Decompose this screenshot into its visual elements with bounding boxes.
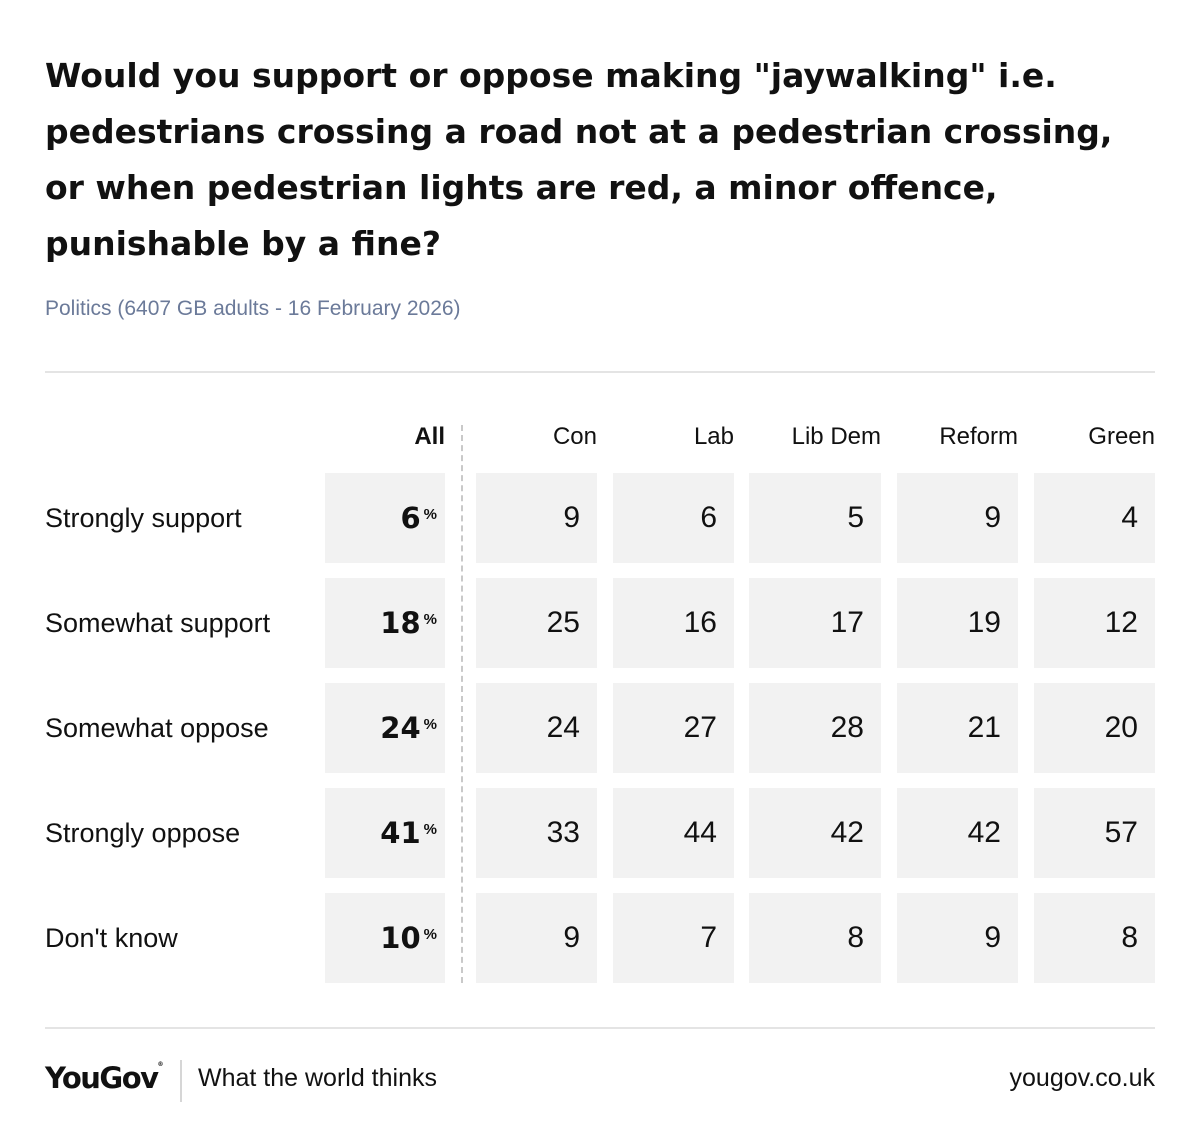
cell-value: 21 xyxy=(967,711,1001,744)
cell-value: 9 xyxy=(563,501,580,534)
percent-sign: % xyxy=(423,820,437,838)
cell-somewhat-support-con: 25 xyxy=(476,578,597,668)
cell-strongly-oppose-all: 41% xyxy=(325,788,445,878)
cell-somewhat-oppose-reform: 21 xyxy=(897,683,1018,773)
row-label-somewhat-oppose: Somewhat oppose xyxy=(45,712,269,743)
column-header-con: Con xyxy=(552,423,597,450)
chart-subtitle: Politics (6407 GB adults - 16 February 2… xyxy=(45,297,461,320)
cell-strongly-support-lib-dem: 5 xyxy=(749,473,881,563)
cell-don-t-know-green: 8 xyxy=(1034,893,1155,983)
cell-somewhat-oppose-con: 24 xyxy=(476,683,597,773)
cell-strongly-oppose-lib-dem: 42 xyxy=(749,788,881,878)
cell-don-t-know-all: 10% xyxy=(325,893,445,983)
cell-somewhat-support-all: 18% xyxy=(325,578,445,668)
cell-value: 6 xyxy=(400,501,421,535)
cell-somewhat-oppose-lab: 27 xyxy=(613,683,734,773)
cell-value: 42 xyxy=(830,816,864,849)
bottom-divider xyxy=(45,1027,1155,1029)
cell-strongly-oppose-reform: 42 xyxy=(897,788,1018,878)
percent-sign: % xyxy=(423,610,437,628)
cell-value: 28 xyxy=(830,711,864,744)
cell-value: 8 xyxy=(1121,921,1138,954)
yougov-logo[interactable]: YouGov® xyxy=(45,1061,164,1095)
cell-strongly-oppose-con: 33 xyxy=(476,788,597,878)
footer-separator xyxy=(180,1060,182,1102)
cell-strongly-support-reform: 9 xyxy=(897,473,1018,563)
cell-value: 41 xyxy=(380,816,421,850)
column-header-lib-dem: Lib Dem xyxy=(791,423,881,450)
cell-somewhat-oppose-green: 20 xyxy=(1034,683,1155,773)
cell-strongly-support-lab: 6 xyxy=(613,473,734,563)
cell-value: 25 xyxy=(546,606,580,639)
cell-value: 10 xyxy=(380,921,421,955)
cell-value: 6 xyxy=(700,501,717,534)
cell-value: 8 xyxy=(847,921,864,954)
cell-strongly-oppose-green: 57 xyxy=(1034,788,1155,878)
cell-value: 42 xyxy=(967,816,1001,849)
tagline: What the world thinks xyxy=(198,1064,437,1092)
chart-title: Would you support or oppose making "jayw… xyxy=(45,56,1113,263)
cell-value: 12 xyxy=(1104,606,1138,639)
cell-value: 16 xyxy=(683,606,717,639)
cell-value: 27 xyxy=(683,711,717,744)
cell-value: 9 xyxy=(563,921,580,954)
cell-value: 33 xyxy=(546,816,580,849)
cell-strongly-oppose-lab: 44 xyxy=(613,788,734,878)
top-divider xyxy=(45,371,1155,373)
cell-somewhat-support-green: 12 xyxy=(1034,578,1155,668)
cell-value: 9 xyxy=(984,501,1001,534)
cell-value: 19 xyxy=(967,606,1001,639)
row-label-strongly-support: Strongly support xyxy=(45,502,242,533)
cell-somewhat-oppose-all: 24% xyxy=(325,683,445,773)
column-header-lab: Lab xyxy=(693,423,734,450)
cell-strongly-support-all: 6% xyxy=(325,473,445,563)
cell-somewhat-support-lab: 16 xyxy=(613,578,734,668)
all-column-divider xyxy=(461,425,463,983)
cell-don-t-know-con: 9 xyxy=(476,893,597,983)
cell-don-t-know-reform: 9 xyxy=(897,893,1018,983)
cell-value: 57 xyxy=(1104,816,1138,849)
cell-strongly-support-con: 9 xyxy=(476,473,597,563)
cell-value: 17 xyxy=(830,606,864,639)
column-header-all: All xyxy=(414,423,445,450)
percent-sign: % xyxy=(423,925,437,943)
row-label-somewhat-support: Somewhat support xyxy=(45,607,271,638)
cell-value: 20 xyxy=(1104,711,1138,744)
registered-mark-icon: ® xyxy=(157,1061,164,1068)
percent-sign: % xyxy=(423,715,437,733)
cell-strongly-support-green: 4 xyxy=(1034,473,1155,563)
cell-value: 5 xyxy=(847,501,864,534)
logo-text: YouGov xyxy=(45,1061,159,1095)
cell-value: 18 xyxy=(380,606,421,640)
cell-value: 4 xyxy=(1121,501,1138,534)
cell-value: 24 xyxy=(380,711,421,745)
percent-sign: % xyxy=(423,505,437,523)
cell-somewhat-support-reform: 19 xyxy=(897,578,1018,668)
cell-value: 44 xyxy=(683,816,717,849)
cell-value: 7 xyxy=(700,921,717,954)
cell-value: 24 xyxy=(546,711,580,744)
website-link[interactable]: yougov.co.uk xyxy=(1009,1064,1155,1092)
row-label-strongly-oppose: Strongly oppose xyxy=(45,817,241,848)
cell-somewhat-support-lib-dem: 17 xyxy=(749,578,881,668)
cell-don-t-know-lib-dem: 8 xyxy=(749,893,881,983)
cell-don-t-know-lab: 7 xyxy=(613,893,734,983)
cell-somewhat-oppose-lib-dem: 28 xyxy=(749,683,881,773)
row-label-don-t-know: Don't know xyxy=(45,922,178,953)
column-header-green: Green xyxy=(1088,423,1155,450)
cell-value: 9 xyxy=(984,921,1001,954)
column-header-reform: Reform xyxy=(939,423,1018,450)
